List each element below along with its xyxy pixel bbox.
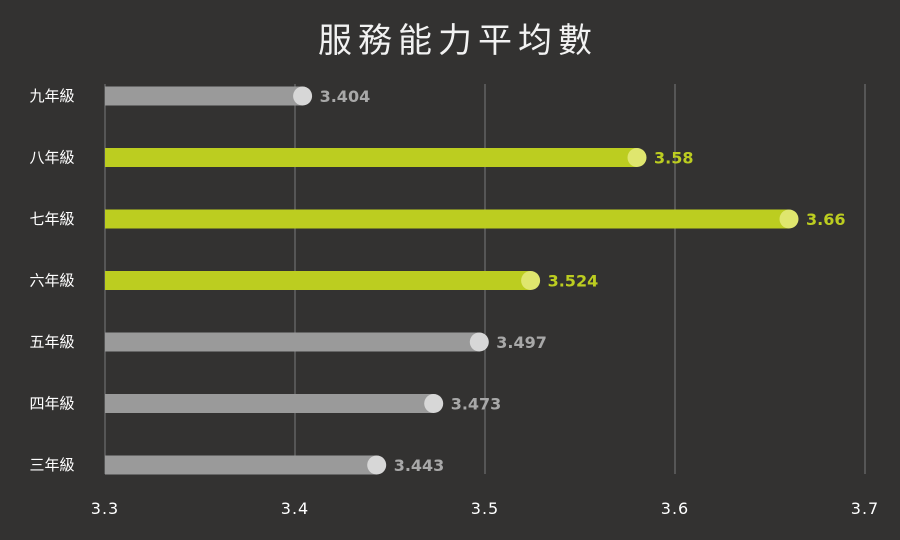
- bar-end-dot: [293, 86, 313, 106]
- data-label: 3.404: [320, 87, 371, 106]
- data-label: 3.443: [394, 456, 445, 475]
- chart-title: 服務能力平均數: [318, 21, 598, 61]
- bar-end-dot: [521, 271, 541, 290]
- bar-end-dot: [469, 332, 489, 352]
- data-label: 3.58: [654, 149, 693, 168]
- category-label: 三年級: [29, 456, 74, 474]
- bar: [105, 209, 789, 229]
- labels: 3.3 3.4 3.5 3.6 3.7 九年級 3.404 八年級 3.58 七年級 3.66 六年級…: [29, 87, 879, 518]
- bar-end-dot: [424, 394, 444, 413]
- bars: [105, 86, 799, 475]
- bar: [105, 332, 480, 352]
- bar-end-dot: [779, 209, 799, 229]
- x-tick-label: 3.5: [471, 499, 499, 518]
- x-tick-label: 3.3: [91, 499, 119, 518]
- bar: [105, 271, 531, 290]
- bar-end-dot: [367, 455, 387, 475]
- category-label: 七年級: [29, 210, 74, 228]
- category-label: 六年級: [29, 272, 74, 290]
- category-label: 四年級: [29, 395, 74, 413]
- bar: [105, 394, 434, 413]
- x-tick-label: 3.7: [851, 499, 879, 518]
- bar: [105, 148, 637, 167]
- x-tick-label: 3.6: [661, 499, 689, 518]
- category-label: 五年級: [29, 333, 74, 351]
- bar-end-dot: [627, 148, 647, 167]
- data-label: 3.66: [806, 210, 845, 229]
- data-label: 3.473: [451, 395, 502, 414]
- bar: [105, 455, 377, 475]
- data-label: 3.497: [496, 333, 547, 352]
- category-label: 九年級: [29, 87, 74, 105]
- data-label: 3.524: [548, 272, 599, 291]
- category-label: 八年級: [29, 149, 74, 167]
- bar: [105, 86, 303, 106]
- x-tick-label: 3.4: [281, 499, 309, 518]
